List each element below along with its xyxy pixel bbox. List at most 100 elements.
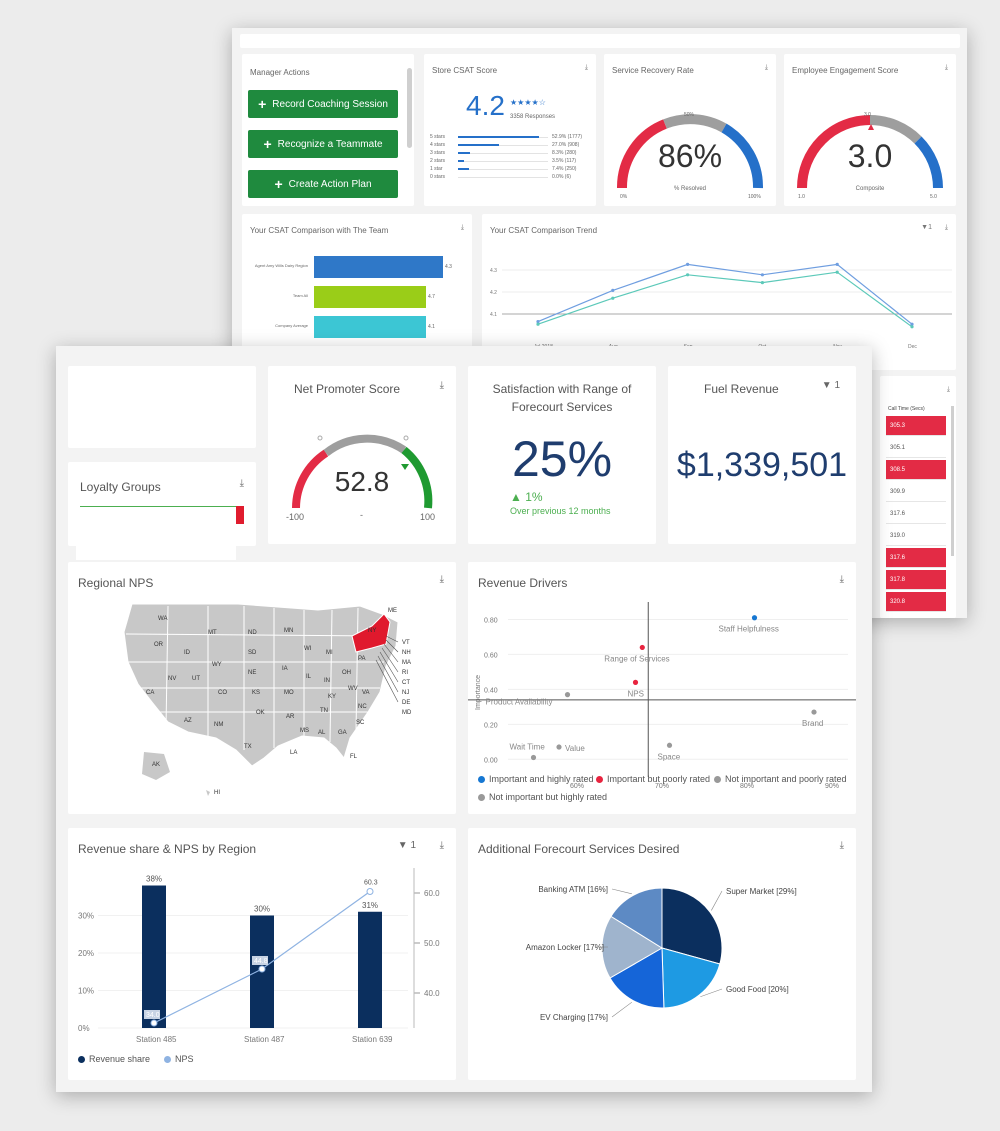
state-label: IN <box>324 678 330 684</box>
revenue-share-title: Revenue share & NPS by Region <box>78 842 257 856</box>
csat-row-track <box>458 177 548 178</box>
engagement-caption: Composite <box>855 186 885 192</box>
pie-leader <box>611 1001 633 1018</box>
satisfaction-delta: ▲ 1% <box>510 490 543 504</box>
driver-point[interactable] <box>811 709 817 715</box>
csat-row-value: 8.3% (280) <box>552 150 577 156</box>
back-dashboard: Manager Actions + Record Coaching Session… <box>232 28 967 618</box>
legend-label: Not important and poorly rated <box>725 774 847 784</box>
state-label: VT <box>402 640 410 646</box>
csat-row-bar <box>458 152 470 154</box>
nps-point[interactable] <box>366 888 374 895</box>
state-label: WA <box>158 616 167 622</box>
download-icon[interactable]: ⤓ <box>439 840 444 851</box>
nps-gauge <box>292 434 433 509</box>
back-top-strip <box>240 34 960 48</box>
csat-row-value: 7.4% (250) <box>552 166 577 172</box>
download-icon[interactable]: ⤓ <box>946 386 950 393</box>
driver-label: Space <box>658 752 681 761</box>
legend-label: Not important but highly rated <box>489 792 608 802</box>
driver-point[interactable] <box>666 742 673 748</box>
manager-actions-title: Manager Actions <box>250 68 310 77</box>
call-time-scrollbar[interactable] <box>951 406 954 556</box>
service-recovery-title: Service Recovery Rate <box>612 66 694 75</box>
driver-point[interactable] <box>530 754 537 761</box>
driver-point[interactable] <box>751 615 758 621</box>
satisfaction-title-line1: Satisfaction with Range of <box>492 382 632 396</box>
fuel-revenue-title: Fuel Revenue <box>704 382 779 396</box>
loyalty-groups-card: Loyalty Groups ⤓ <box>68 462 256 546</box>
service-recovery-gauge <box>616 114 764 189</box>
comparison-trend-title: Your CSAT Comparison Trend <box>490 226 598 235</box>
call-time-cell: 317.8 <box>886 570 946 590</box>
pie-slice[interactable] <box>661 887 723 965</box>
engagement-title: Employee Engagement Score <box>792 66 899 75</box>
filter-count: 1 <box>928 224 932 231</box>
pie-slice[interactable] <box>661 947 721 1009</box>
trend-point <box>686 262 690 266</box>
state-label: IL <box>306 674 312 680</box>
state-label: CO <box>218 690 227 696</box>
nps-point[interactable] <box>258 965 266 973</box>
driver-label: NPS <box>628 689 644 698</box>
state-label: NJ <box>402 690 409 696</box>
x-tick: 90% <box>825 783 839 790</box>
new-york-state <box>351 613 391 653</box>
revenue-bar[interactable] <box>358 911 382 1028</box>
drivers-legend-4: Not important but highly rated <box>478 792 607 802</box>
download-icon[interactable]: ⤓ <box>944 64 948 71</box>
x-tick: 60% <box>570 783 584 790</box>
download-icon[interactable]: ⤓ <box>944 224 948 231</box>
csat-row-bar <box>458 160 464 162</box>
driver-point[interactable] <box>564 692 571 698</box>
driver-point[interactable] <box>639 644 645 651</box>
state-label: OH <box>342 670 351 676</box>
download-icon[interactable]: ⤓ <box>839 574 844 585</box>
pie-label: Super Market [29%] <box>726 887 797 896</box>
csat-row-track <box>458 145 548 146</box>
trend-point <box>835 270 839 274</box>
loyalty-bar <box>80 506 240 525</box>
nps-label-box <box>252 956 268 965</box>
download-icon[interactable]: ⤓ <box>439 380 444 391</box>
recognize-teammate-button[interactable]: + Recognize a Teammate <box>248 130 398 158</box>
nps-point[interactable] <box>150 1019 158 1027</box>
filter-icon[interactable]: ▼ 1 <box>821 380 840 391</box>
state-label: AR <box>286 714 295 720</box>
y-tick: 4.3 <box>490 268 497 274</box>
gauge-tick-icon <box>403 435 409 441</box>
download-icon[interactable]: ⤓ <box>584 64 588 71</box>
download-icon[interactable]: ⤓ <box>439 574 444 585</box>
download-icon[interactable]: ⤓ <box>239 478 244 489</box>
download-icon[interactable]: ⤓ <box>839 840 844 851</box>
csat-row-value: 0.0% (6) <box>552 174 571 180</box>
trend-line <box>537 271 913 328</box>
csat-row-track <box>458 153 548 154</box>
us-map: WA MT ND MN OR ID SD WI MI NY WY NE IA IL IN OH PA CA NV UT… <box>123 603 412 796</box>
pie-slice[interactable] <box>610 887 663 949</box>
revenue-bar[interactable] <box>142 885 166 1029</box>
x-tick: Dec <box>908 344 917 350</box>
state-label: NE <box>248 670 256 676</box>
pie-label: Banking ATM [16%] <box>538 885 608 894</box>
engagement-value: 3.0 <box>847 138 893 174</box>
store-csat-card: Store CSAT Score ⤓ 4.2 ★★★★☆ 3358 Respon… <box>424 54 596 206</box>
download-icon[interactable]: ⤓ <box>460 224 464 231</box>
state-label: HI <box>214 790 220 796</box>
front-dashboard: Loyalty Groups ⤓ Net Promoter Score ⤓ 52… <box>56 346 872 1092</box>
filter-icon[interactable]: ▼ 1 <box>397 840 416 851</box>
state-label: TX <box>244 744 252 750</box>
legend-label: Important and highly rated <box>489 774 594 784</box>
csat-row-value: 52.9% (1777) <box>552 134 583 140</box>
alaska <box>142 752 170 780</box>
driver-point[interactable] <box>632 679 639 685</box>
create-action-plan-button[interactable]: + Create Action Plan <box>248 170 398 198</box>
record-coaching-button[interactable]: + Record Coaching Session <box>248 90 398 118</box>
driver-point[interactable] <box>556 744 562 750</box>
manager-actions-scrollbar[interactable] <box>407 68 412 148</box>
service-recovery-caption: % Resolved <box>673 186 706 192</box>
call-time-cell: 309.9 <box>886 482 946 502</box>
filter-icon[interactable]: ▼1 <box>921 224 932 231</box>
download-icon[interactable]: ⤓ <box>764 64 768 71</box>
pie-slice[interactable] <box>609 947 665 1009</box>
